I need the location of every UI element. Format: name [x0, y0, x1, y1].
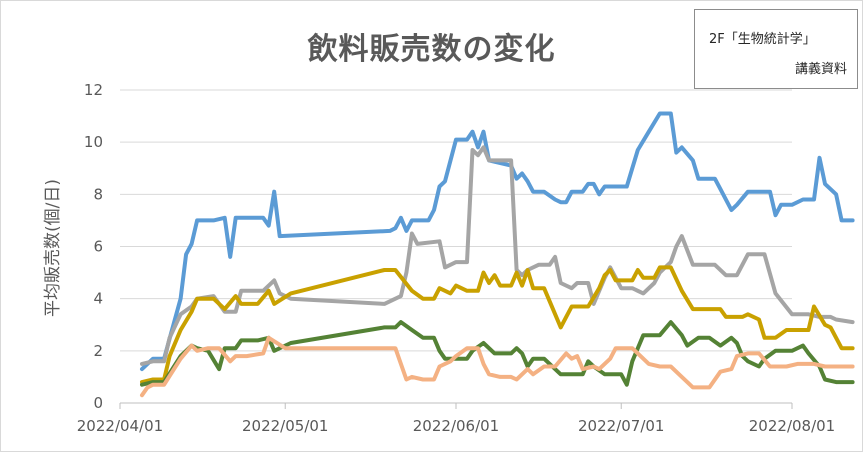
x-tick-label: 2022/06/01: [413, 417, 499, 435]
y-axis-label: 平均販売数(個/日): [43, 179, 63, 317]
series-line-3: [140, 265, 855, 385]
x-tick-label: 2022/05/01: [242, 417, 328, 435]
y-tick-label: 8: [93, 185, 103, 203]
series-line-5: [140, 335, 855, 398]
y-tick-label: 2: [93, 342, 103, 360]
y-tick-label: 0: [93, 394, 103, 412]
series-lines: [140, 111, 855, 398]
series-line-2: [140, 145, 855, 366]
y-tick-label: 10: [84, 133, 103, 151]
series-line-1: [140, 111, 855, 372]
chart-title: 飲料販売数の変化: [307, 32, 556, 67]
note-box: 2F「生物統計学」 講義資料: [694, 9, 858, 89]
x-tick-label: 2022/07/01: [578, 417, 664, 435]
x-tick-label: 2022/04/01: [77, 417, 163, 435]
y-tick-label: 4: [93, 290, 103, 308]
y-tick-label: 6: [93, 238, 103, 256]
note-line-1: 2F「生物統計学」: [709, 32, 816, 47]
note-line-2: 講義資料: [794, 62, 847, 77]
axes: 0 2 4 6 8 10 12 2022/04/01 2022/05/01 2022/06/01 2…: [77, 81, 835, 435]
series-line-4: [140, 320, 855, 387]
x-tick-label: 2022/08/01: [749, 417, 835, 435]
y-tick-label: 12: [84, 81, 103, 99]
